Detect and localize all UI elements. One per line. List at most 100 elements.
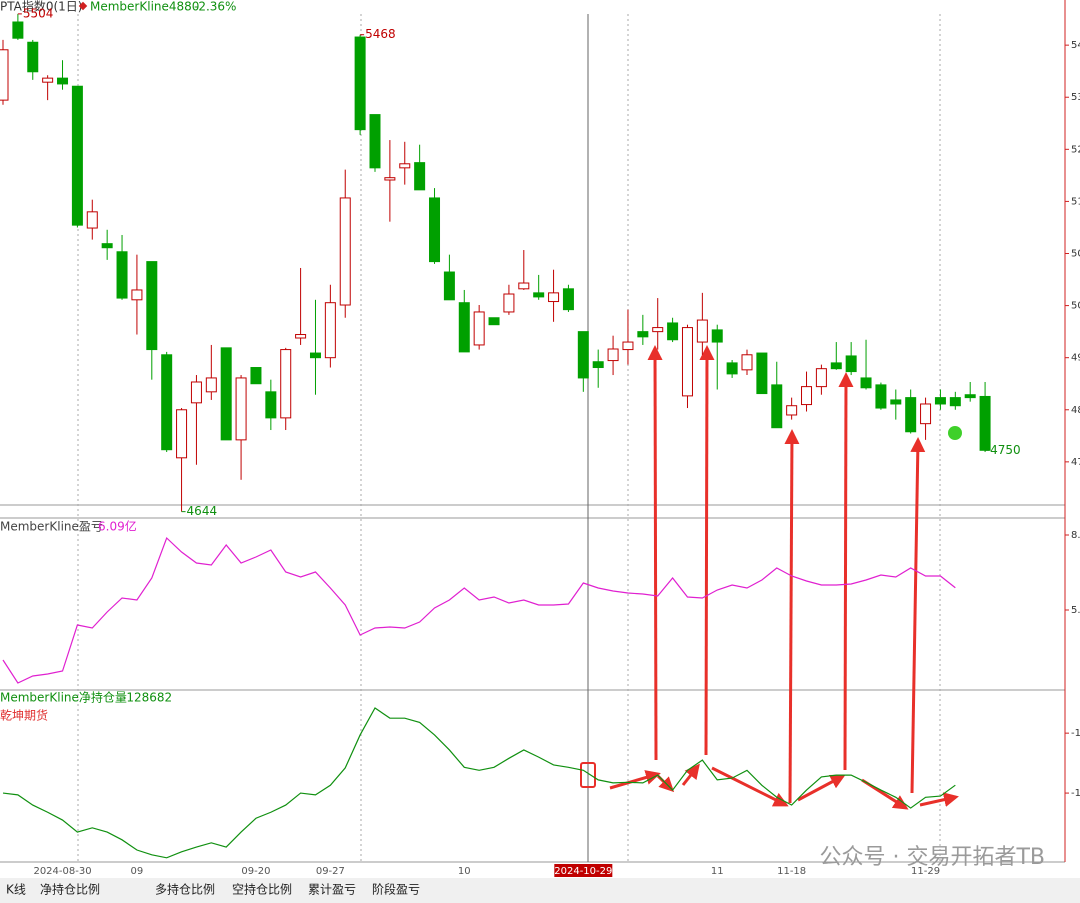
candle-body — [414, 162, 426, 191]
tab[interactable]: K线 — [6, 883, 26, 897]
candle-body — [101, 243, 113, 249]
candle-body — [845, 355, 857, 373]
panel-title: MemberKline净持仓量 — [0, 690, 127, 705]
arrow — [797, 774, 846, 802]
arrow — [919, 792, 959, 807]
candle-body — [607, 348, 619, 362]
candle-body — [190, 381, 202, 404]
candle-body — [890, 399, 902, 405]
candle-body — [637, 331, 649, 338]
candle-body — [577, 331, 589, 379]
annotation-label: 5468 — [365, 27, 396, 41]
arrow — [910, 437, 926, 794]
candle-body — [801, 386, 813, 406]
candle-body — [161, 354, 173, 451]
highlight-box — [580, 762, 596, 788]
candle-body — [756, 352, 768, 395]
x-tick-label: 10 — [458, 866, 471, 877]
x-tick-label: 09-20 — [241, 866, 270, 877]
candle-body — [27, 41, 39, 73]
tab-bar — [0, 878, 1080, 903]
panel-subtitle: 乾坤期货 — [0, 708, 48, 723]
candle-body — [741, 354, 753, 371]
candle-body — [652, 327, 664, 333]
candle-body — [533, 292, 545, 298]
y-tick-label: 5.2 — [1071, 605, 1080, 616]
panel-title: MemberKline盈亏 — [0, 520, 103, 534]
y-tick-label: 5180 — [1071, 196, 1080, 207]
y-tick-label: 4910 — [1071, 353, 1080, 364]
candle-body — [815, 368, 827, 388]
panel-frames — [0, 504, 1065, 863]
candle-body — [324, 302, 336, 359]
candle-body — [295, 334, 307, 339]
candle-body — [518, 282, 530, 290]
panel-value: 6.09亿 — [98, 519, 137, 534]
candle-body — [265, 391, 277, 419]
candle-body — [176, 409, 188, 459]
candle-body — [979, 395, 991, 451]
arrow — [838, 372, 854, 771]
annotation-label: 5504 — [23, 6, 54, 20]
x-tick-label: 09-27 — [316, 866, 345, 877]
arrow — [711, 766, 789, 807]
candle-body — [280, 349, 292, 419]
arrow — [609, 770, 661, 790]
candle-body — [473, 311, 485, 346]
change: -2.36% — [194, 0, 236, 14]
y-tick-label: 4730 — [1071, 457, 1080, 468]
candle-body — [369, 114, 381, 169]
candle-body — [622, 341, 634, 351]
candle-body — [905, 397, 917, 433]
candle-body — [920, 403, 932, 425]
x-tick-label: 11-29 — [911, 866, 940, 877]
candle-body — [146, 261, 158, 351]
date-highlight — [554, 864, 613, 877]
y-tick-label: 5450 — [1071, 40, 1080, 51]
x-tick-label: 11-18 — [777, 866, 806, 877]
candle-body — [562, 288, 574, 311]
candle-body — [830, 362, 842, 370]
candle-body — [116, 251, 128, 299]
candle-body — [696, 319, 708, 343]
chart-title: PTA指数0(1日) — [0, 0, 82, 14]
candle-body — [667, 322, 679, 341]
candle-body — [71, 85, 83, 226]
candle-body — [771, 384, 783, 429]
tab[interactable]: 阶段盈亏 — [372, 882, 420, 897]
legend: MemberKline4880 — [90, 0, 199, 14]
annotation-label: 4750 — [990, 443, 1021, 457]
x-tick-label: 2024-08-30 — [33, 866, 91, 877]
tab[interactable]: 多持仓比例 — [155, 882, 215, 897]
y-tick-label: -130000 — [1071, 788, 1080, 799]
y-tick-label: 5090 — [1071, 249, 1080, 260]
tab[interactable]: 净持仓比例 — [40, 882, 100, 897]
x-tick-label: 09 — [131, 866, 144, 877]
y-tick-label: 8.2 — [1071, 530, 1080, 541]
y-tick-label: 5270 — [1071, 144, 1080, 155]
line — [2, 536, 956, 684]
y-tick-label: -120000 — [1071, 728, 1080, 739]
candle-body — [860, 377, 872, 389]
arrow — [699, 345, 715, 756]
candle-body — [250, 367, 262, 385]
candle-body — [592, 361, 604, 369]
candle-body — [429, 197, 441, 263]
candle-body — [131, 289, 143, 301]
candle-body — [934, 397, 946, 405]
tab[interactable]: 空持仓比例 — [232, 882, 292, 897]
candle-body — [235, 377, 247, 441]
candle-body — [220, 347, 232, 441]
candle-body — [711, 329, 723, 343]
arrow — [681, 763, 700, 786]
candle-body — [681, 327, 693, 397]
candle-body — [399, 163, 411, 169]
panel-value: -128682 — [122, 691, 172, 705]
candle-body — [354, 36, 366, 131]
tab[interactable]: 累计盈亏 — [308, 883, 356, 897]
candle-body — [205, 377, 217, 393]
candle-body — [57, 77, 69, 85]
candle-body — [875, 384, 887, 409]
candle-body — [309, 352, 321, 359]
